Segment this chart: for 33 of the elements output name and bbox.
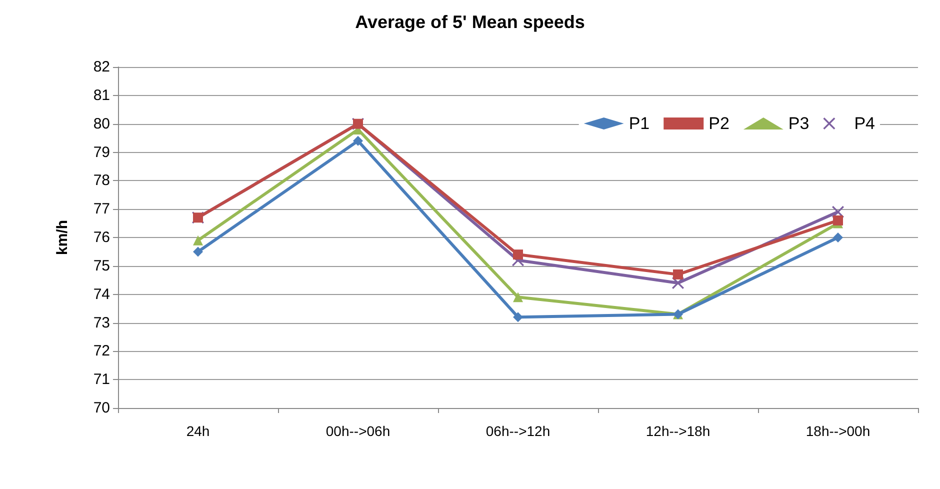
point: [513, 292, 523, 302]
y-tick-label: 73: [93, 314, 110, 332]
x-tick-label: 12h-->18h: [646, 423, 710, 439]
y-tick-label: 79: [93, 144, 110, 161]
legend-label: P3: [788, 114, 810, 133]
y-tick-label: 74: [93, 286, 110, 303]
y-tick-label: 70: [93, 400, 110, 416]
legend-label: P2: [708, 114, 730, 133]
y-tick-label: 72: [93, 342, 110, 360]
legend-label: P4: [854, 114, 876, 133]
y-tick-label: 80: [93, 115, 110, 132]
y-tick-label: 81: [93, 86, 110, 104]
x-tick-label: 00h-->06h: [326, 423, 390, 439]
x-tick-label: 18h-->00h: [806, 423, 870, 439]
y-tick-label: 76: [93, 229, 110, 246]
point: [353, 136, 363, 146]
point: [673, 269, 683, 280]
point: [193, 246, 203, 257]
y-axis-title: km/h: [54, 220, 71, 256]
y-tick-label: 71: [93, 371, 110, 388]
point: [833, 215, 843, 226]
legend-label: P1: [628, 114, 650, 133]
y-tick-label: 78: [93, 172, 110, 190]
y-tick-label: 75: [93, 257, 110, 274]
point: [513, 312, 523, 322]
point: [193, 235, 203, 246]
point: [833, 232, 843, 242]
y-tick-label: 82: [93, 58, 110, 76]
x-tick-label: 24h: [186, 423, 210, 439]
point: [513, 250, 523, 260]
chart-title: Average of 5' Mean speeds: [355, 12, 585, 32]
y-tick-label: 77: [93, 200, 110, 218]
x-tick-label: 06h-->12h: [486, 423, 550, 439]
